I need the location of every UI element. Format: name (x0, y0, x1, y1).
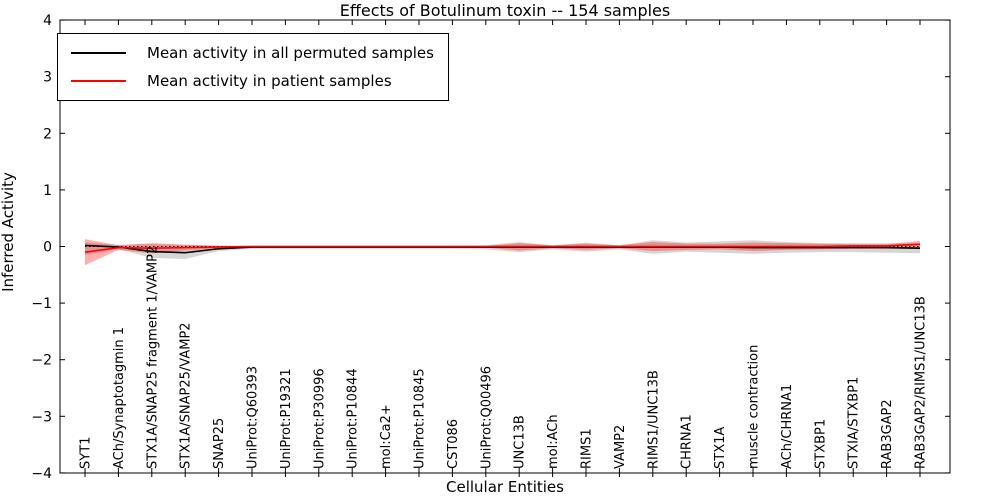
x-tick-label: UniProt:P19321 (279, 368, 294, 469)
y-tick-label: −2 (31, 353, 52, 369)
x-tick-label: UniProt:P10844 (346, 368, 361, 469)
y-tick-label: 1 (43, 183, 52, 199)
x-tick-label: ACh/CHRNA1 (780, 384, 795, 469)
x-tick-label: RIMS1/UNC13B (646, 370, 661, 469)
y-tick-label: −3 (31, 409, 52, 425)
x-tick-label: UniProt:P10845 (413, 368, 428, 469)
y-tick-label: −4 (31, 466, 52, 482)
x-tick-label: RIMS1 (580, 428, 595, 469)
x-axis-label: Cellular Entities (446, 478, 564, 496)
y-tick-label: −1 (31, 296, 52, 312)
x-tick-label: CST086 (446, 419, 461, 469)
x-tick-label: SNAP25 (212, 418, 227, 469)
legend-line-sample (71, 52, 126, 54)
legend-item: Mean activity in patient samples (58, 67, 434, 95)
series-band-0 (85, 240, 920, 259)
x-tick-label: VAMP2 (613, 425, 628, 469)
x-tick-label: UniProt:Q60393 (246, 366, 261, 469)
x-tick-label: ACh/Synaptotagmin 1 (112, 327, 127, 469)
x-tick-label: muscle contraction (747, 345, 762, 469)
legend-item: Mean activity in all permuted samples (58, 39, 434, 67)
legend-line-sample (71, 80, 126, 82)
x-tick-label: STX1A/SNAP25 fragment 1/VAMP2 (145, 246, 160, 469)
y-tick-label: 0 (43, 240, 52, 256)
x-tick-label: RAB3GAP2/RIMS1/UNC13B (914, 296, 929, 469)
y-tick-label: 2 (43, 126, 52, 142)
x-tick-label: mol:ACh (546, 414, 561, 469)
x-tick-label: mol:Ca2+ (379, 404, 394, 469)
x-tick-label: STX1A (713, 427, 728, 469)
x-tick-label: STXIA/STXBP1 (847, 377, 862, 469)
x-tick-label: CHRNA1 (680, 414, 695, 469)
y-axis-label: Inferred Activity (0, 172, 17, 292)
x-tick-label: RAB3GAP2 (880, 399, 895, 469)
legend-item-label: Mean activity in patient samples (147, 72, 392, 90)
y-tick-label: 3 (43, 70, 52, 86)
legend-item-label: Mean activity in all permuted samples (147, 44, 434, 62)
legend: Mean activity in all permuted samples Me… (57, 33, 449, 101)
y-tick-label: 4 (43, 13, 52, 29)
x-tick-label: SYT1 (79, 437, 94, 469)
chart-title: Effects of Botulinum toxin -- 154 sample… (339, 1, 671, 20)
x-tick-label: UNC13B (513, 415, 528, 469)
x-tick-label: UniProt:Q00496 (479, 366, 494, 469)
series-band-1 (85, 239, 920, 266)
x-tick-label: STX1A/SNAP25/VAMP2 (179, 322, 194, 469)
x-tick-label: UniProt:P30996 (312, 368, 327, 469)
x-tick-label: STXBP1 (813, 419, 828, 469)
series-line-1 (84, 243, 921, 253)
